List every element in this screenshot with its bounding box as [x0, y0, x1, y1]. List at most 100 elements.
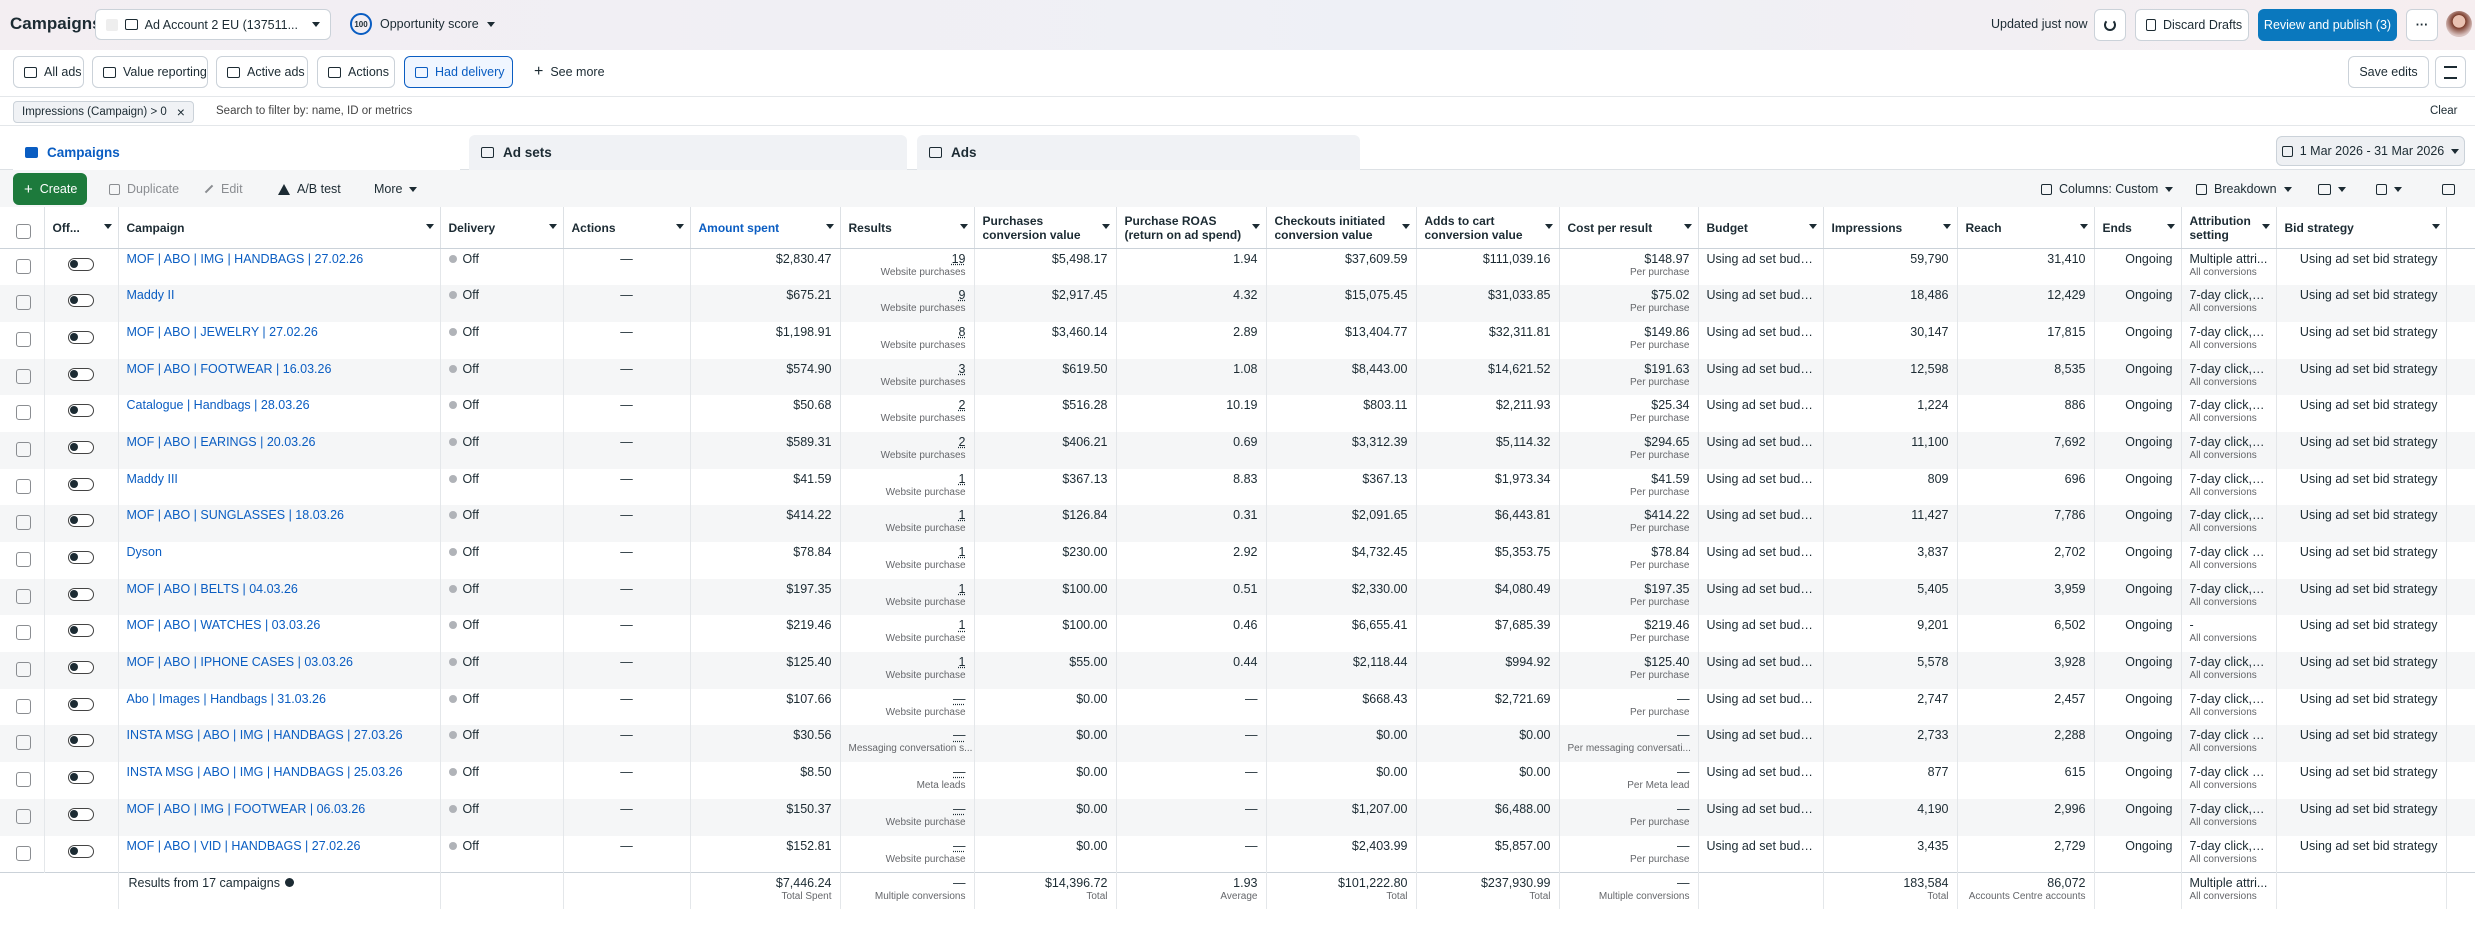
- create-button[interactable]: + Create: [13, 173, 87, 205]
- campaign-name[interactable]: MOF | ABO | EARINGS | 20.03.26: [126, 434, 316, 449]
- edit-button[interactable]: Edit: [194, 173, 253, 205]
- column-header[interactable]: Cost per result: [1559, 207, 1699, 249]
- columns-button[interactable]: Columns: Custom: [2031, 173, 2183, 205]
- column-header[interactable]: Attribution setting: [2181, 207, 2277, 249]
- column-header[interactable]: Purchases conversion value: [974, 207, 1117, 249]
- export-button[interactable]: [2366, 173, 2416, 205]
- filter-button[interactable]: Had delivery: [404, 56, 513, 88]
- search-input[interactable]: Search to filter by: name, ID or metrics: [216, 105, 413, 117]
- chart-button[interactable]: [2432, 173, 2464, 205]
- campaign-name[interactable]: Catalogue | Handbags | 28.03.26: [126, 398, 310, 413]
- checkbox[interactable]: [16, 552, 31, 567]
- checkbox[interactable]: [16, 368, 31, 384]
- campaign-name[interactable]: Maddy III: [126, 471, 178, 486]
- campaign-name[interactable]: INSTA MSG | ABO | IMG | HANDBAGS | 27.03…: [126, 728, 403, 743]
- toggle[interactable]: [67, 404, 94, 418]
- checkbox[interactable]: [16, 808, 31, 824]
- campaign-name[interactable]: MOF | ABO | IMG | FOOTWEAR | 06.03.26: [126, 801, 366, 816]
- campaign-name[interactable]: MOF | ABO | IPHONE CASES | 03.03.26: [126, 655, 354, 670]
- campaign-name[interactable]: MOF | ABO | WATCHES | 03.03.26: [126, 618, 321, 633]
- column-settings[interactable]: [2446, 207, 2475, 249]
- column-header[interactable]: Actions: [563, 207, 691, 249]
- column-header[interactable]: Ends: [2094, 207, 2182, 249]
- checkbox[interactable]: [16, 662, 31, 678]
- toggle[interactable]: [67, 771, 94, 785]
- toggle[interactable]: [67, 551, 94, 564]
- checkbox[interactable]: [16, 478, 31, 494]
- checkbox[interactable]: [16, 515, 31, 531]
- filter-button[interactable]: Value reporting: [92, 56, 208, 88]
- filter-button[interactable]: Actions: [317, 56, 395, 88]
- column-header[interactable]: Purchase ROAS (return on ad spend): [1116, 207, 1267, 249]
- toggle[interactable]: [67, 844, 94, 858]
- tab[interactable]: Ads: [917, 135, 1360, 170]
- toggle[interactable]: [67, 587, 94, 601]
- toggle[interactable]: [67, 807, 94, 821]
- toggle[interactable]: [67, 477, 94, 491]
- campaign-name[interactable]: MOF | ABO | BELTS | 04.03.26: [126, 581, 298, 596]
- checkbox[interactable]: [16, 223, 31, 239]
- column-header[interactable]: Delivery: [440, 207, 564, 249]
- checkbox[interactable]: [16, 735, 31, 751]
- checkbox[interactable]: [16, 588, 31, 604]
- column-header[interactable]: Checkouts initiated conversion value: [1266, 207, 1417, 249]
- ab-test-button[interactable]: A/B test: [268, 173, 351, 205]
- toggle[interactable]: [67, 258, 94, 271]
- discard-button[interactable]: Discard Drafts: [2135, 9, 2249, 41]
- toggle[interactable]: [67, 367, 94, 381]
- toggle[interactable]: [67, 440, 94, 454]
- opportunity-score[interactable]: 100 Opportunity score: [350, 13, 495, 35]
- filter-chip[interactable]: Impressions (Campaign) > 0 ×: [13, 101, 194, 123]
- checkbox[interactable]: [16, 441, 31, 457]
- toggle[interactable]: [67, 734, 94, 748]
- more-button[interactable]: ···: [2406, 9, 2438, 41]
- account-selector[interactable]: Ad Account 2 EU (137511...: [95, 9, 331, 40]
- campaign-name[interactable]: MOF | ABO | FOOTWEAR | 16.03.26: [126, 361, 332, 376]
- checkbox[interactable]: [16, 698, 31, 714]
- checkbox[interactable]: [16, 295, 31, 311]
- checkbox[interactable]: [16, 772, 31, 788]
- checkbox[interactable]: [16, 331, 31, 347]
- campaign-name[interactable]: MOF | ABO | SUNGLASSES | 18.03.26: [126, 508, 344, 523]
- avatar[interactable]: [2446, 11, 2472, 37]
- checkbox[interactable]: [16, 625, 31, 641]
- filter-button[interactable]: All ads: [13, 56, 84, 88]
- column-header[interactable]: Impressions: [1823, 207, 1958, 249]
- column-header[interactable]: Reach: [1957, 207, 2095, 249]
- reports-button[interactable]: [2308, 173, 2350, 205]
- review-publish-button[interactable]: Review and publish (3): [2258, 9, 2397, 41]
- toggle[interactable]: [67, 514, 94, 528]
- toggle[interactable]: [67, 294, 94, 308]
- campaign-name[interactable]: MOF | ABO | JEWELRY | 27.02.26: [126, 324, 318, 339]
- breakdown-button[interactable]: Breakdown: [2186, 173, 2302, 205]
- checkbox[interactable]: [16, 405, 31, 421]
- toggle[interactable]: [67, 661, 94, 675]
- save-edits-button[interactable]: Save edits: [2348, 56, 2429, 88]
- tab[interactable]: Ad sets: [469, 135, 907, 170]
- campaign-name[interactable]: MOF | ABO | IMG | HANDBAGS | 27.02.26: [126, 252, 364, 266]
- toggle[interactable]: [67, 624, 94, 638]
- more-actions-button[interactable]: More: [364, 173, 427, 205]
- refresh-button[interactable]: [2094, 9, 2126, 41]
- campaign-name[interactable]: INSTA MSG | ABO | IMG | HANDBAGS | 25.03…: [126, 765, 403, 780]
- column-header[interactable]: Bid strategy: [2276, 207, 2447, 249]
- campaign-name[interactable]: Maddy II: [126, 288, 175, 303]
- toggle[interactable]: [67, 330, 94, 344]
- toggle[interactable]: [67, 697, 94, 711]
- campaign-name[interactable]: Abo | Images | Handbags | 31.03.26: [126, 691, 326, 706]
- date-range-picker[interactable]: 1 Mar 2026 - 31 Mar 2026: [2276, 136, 2465, 166]
- filter-button[interactable]: Active ads: [216, 56, 308, 88]
- column-header[interactable]: Budget: [1698, 207, 1824, 249]
- tab[interactable]: Campaigns: [13, 135, 460, 170]
- settings-button[interactable]: [2435, 56, 2466, 88]
- column-header[interactable]: Results: [840, 207, 975, 249]
- clear-button[interactable]: Clear: [2430, 105, 2458, 117]
- duplicate-button[interactable]: Duplicate: [99, 173, 189, 205]
- checkbox[interactable]: [16, 259, 31, 274]
- column-header[interactable]: Campaign: [118, 207, 441, 249]
- campaign-name[interactable]: MOF | ABO | VID | HANDBAGS | 27.02.26: [126, 838, 361, 853]
- checkbox[interactable]: [16, 845, 31, 861]
- column-header[interactable]: Off...: [44, 207, 119, 249]
- see-more-button[interactable]: + See more: [524, 56, 615, 88]
- column-header[interactable]: Amount spent: [690, 207, 841, 249]
